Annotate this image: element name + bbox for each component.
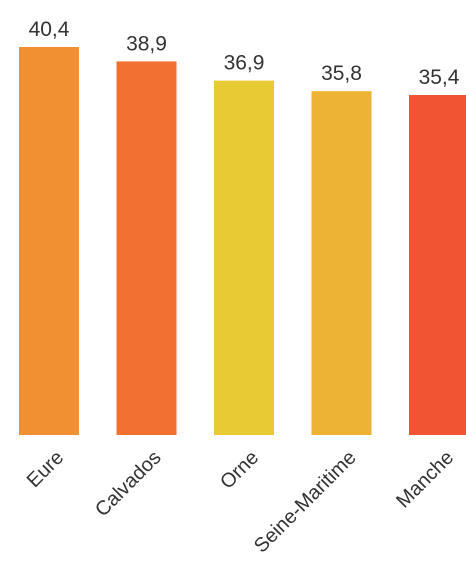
- category-label: Orne: [216, 447, 263, 494]
- category-label: Seine-Maritime: [250, 447, 361, 558]
- value-label: 35,8: [321, 62, 362, 85]
- bar-manche: [409, 95, 466, 435]
- bar-seine-maritime: [311, 91, 372, 435]
- value-label: 36,9: [224, 52, 265, 75]
- bar-eure: [19, 47, 79, 435]
- bar-calvados: [116, 61, 177, 435]
- category-label: Manche: [392, 447, 458, 513]
- category-label: Eure: [23, 447, 68, 492]
- value-label: 38,9: [126, 32, 167, 55]
- value-label: 40,4: [29, 18, 70, 41]
- value-labels-layer: 40,4 38,9 36,9 35,8 35,4: [29, 18, 460, 89]
- bars-layer: [19, 47, 466, 435]
- value-label: 35,4: [419, 66, 460, 89]
- category-label: Calvados: [91, 447, 166, 522]
- bar-orne: [214, 80, 274, 435]
